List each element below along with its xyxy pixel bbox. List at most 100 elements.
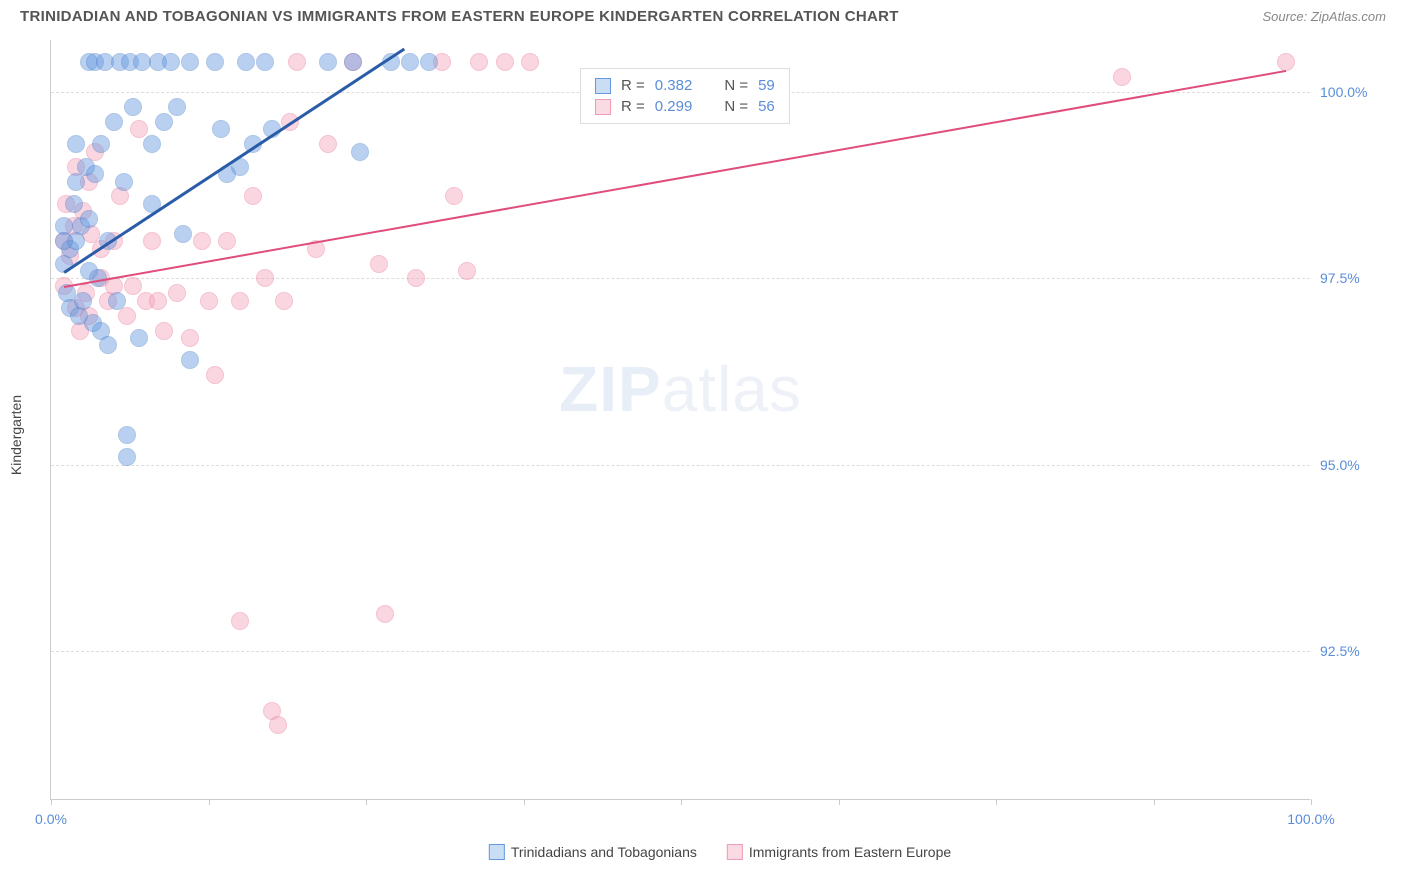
data-point	[351, 143, 369, 161]
data-point	[168, 284, 186, 302]
data-point	[162, 53, 180, 71]
data-point	[376, 605, 394, 623]
x-tick	[996, 799, 997, 805]
data-point	[206, 366, 224, 384]
data-point	[124, 277, 142, 295]
data-point	[445, 187, 463, 205]
data-point	[130, 329, 148, 347]
data-point	[118, 307, 136, 325]
plot-area: ZIPatlas 92.5%95.0%97.5%100.0%0.0%100.0%	[50, 40, 1310, 800]
chart-title: TRINIDADIAN AND TOBAGONIAN VS IMMIGRANTS…	[20, 8, 899, 25]
data-point	[401, 53, 419, 71]
series-swatch	[489, 844, 505, 860]
watermark: ZIPatlas	[559, 352, 802, 426]
y-tick-label: 92.5%	[1320, 643, 1380, 659]
data-point	[521, 53, 539, 71]
data-point	[67, 135, 85, 153]
data-point	[74, 292, 92, 310]
legend-item: Trinidadians and Tobagonians	[489, 844, 697, 860]
x-tick	[1311, 799, 1312, 805]
data-point	[458, 262, 476, 280]
data-point	[407, 269, 425, 287]
stats-legend-box: R =0.382N =59R =0.299N =56	[580, 68, 790, 124]
r-value: 0.382	[655, 77, 693, 94]
data-point	[231, 612, 249, 630]
data-point	[269, 716, 287, 734]
plot-container: ZIPatlas 92.5%95.0%97.5%100.0%0.0%100.0%…	[50, 40, 1390, 830]
n-value: 59	[758, 77, 775, 94]
data-point	[65, 195, 83, 213]
x-tick	[366, 799, 367, 805]
data-point	[155, 322, 173, 340]
legend-label: Trinidadians and Tobagonians	[511, 844, 697, 860]
data-point	[155, 113, 173, 131]
data-point	[105, 113, 123, 131]
gridline	[51, 651, 1310, 652]
x-tick-label: 100.0%	[1287, 811, 1334, 827]
data-point	[1113, 68, 1131, 86]
legend-bottom: Trinidadians and Tobagonians Immigrants f…	[489, 844, 951, 860]
header: TRINIDADIAN AND TOBAGONIAN VS IMMIGRANTS…	[0, 0, 1406, 29]
stats-row: R = 0.382 N = 59	[595, 75, 775, 96]
x-tick-label: 0.0%	[35, 811, 67, 827]
r-value: 0.299	[655, 98, 693, 115]
n-label: N =	[724, 77, 748, 94]
series-swatch	[727, 844, 743, 860]
y-tick-label: 97.5%	[1320, 270, 1380, 286]
data-point	[212, 120, 230, 138]
data-point	[1277, 53, 1295, 71]
y-tick-label: 95.0%	[1320, 457, 1380, 473]
data-point	[55, 217, 73, 235]
gridline	[51, 278, 1310, 279]
data-point	[370, 255, 388, 273]
data-point	[206, 53, 224, 71]
data-point	[200, 292, 218, 310]
x-tick	[681, 799, 682, 805]
x-tick	[209, 799, 210, 805]
data-point	[118, 426, 136, 444]
data-point	[237, 53, 255, 71]
watermark-bold: ZIP	[559, 353, 662, 425]
legend-item: Immigrants from Eastern Europe	[727, 844, 951, 860]
data-point	[143, 135, 161, 153]
data-point	[118, 448, 136, 466]
data-point	[218, 232, 236, 250]
data-point	[256, 53, 274, 71]
x-tick	[51, 799, 52, 805]
data-point	[193, 232, 211, 250]
source-prefix: Source:	[1262, 9, 1310, 24]
x-tick	[839, 799, 840, 805]
data-point	[470, 53, 488, 71]
data-point	[344, 53, 362, 71]
data-point	[143, 232, 161, 250]
data-point	[124, 98, 142, 116]
data-point	[80, 210, 98, 228]
data-point	[319, 135, 337, 153]
y-tick-label: 100.0%	[1320, 84, 1380, 100]
series-swatch	[595, 78, 611, 94]
data-point	[231, 292, 249, 310]
data-point	[99, 336, 117, 354]
x-tick	[524, 799, 525, 805]
r-label: R =	[621, 77, 645, 94]
legend-label: Immigrants from Eastern Europe	[749, 844, 951, 860]
data-point	[92, 135, 110, 153]
data-point	[319, 53, 337, 71]
data-point	[288, 53, 306, 71]
data-point	[130, 120, 148, 138]
r-label: R =	[621, 98, 645, 115]
watermark-light: atlas	[662, 353, 802, 425]
source-name: ZipAtlas.com	[1311, 9, 1386, 24]
series-swatch	[595, 99, 611, 115]
data-point	[115, 173, 133, 191]
source-attribution: Source: ZipAtlas.com	[1262, 9, 1386, 24]
data-point	[149, 292, 167, 310]
stats-row: R =0.299N =56	[595, 96, 775, 117]
x-tick	[1154, 799, 1155, 805]
data-point	[108, 292, 126, 310]
data-point	[420, 53, 438, 71]
data-point	[67, 173, 85, 191]
data-point	[86, 165, 104, 183]
data-point	[168, 98, 186, 116]
data-point	[244, 187, 262, 205]
